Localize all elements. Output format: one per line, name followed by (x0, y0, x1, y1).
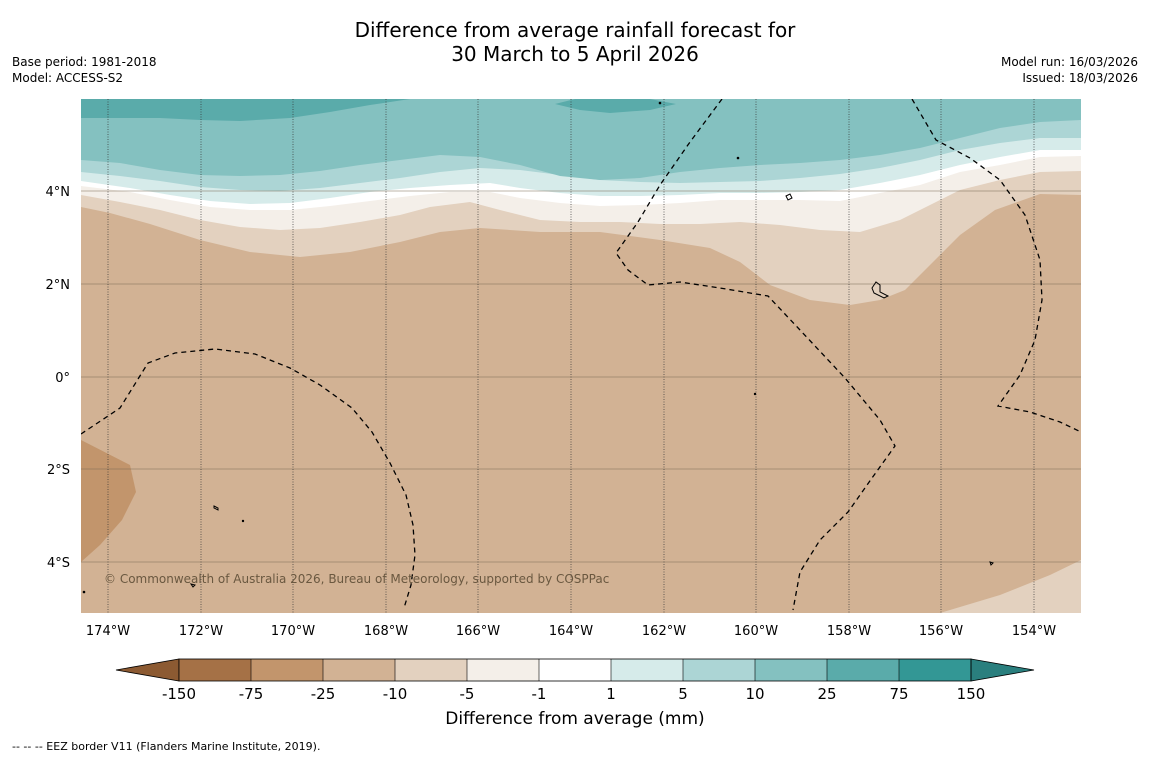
colorbar-tick-label: -75 (239, 685, 264, 703)
colorbar-tick-label: -1 (532, 685, 547, 703)
eez-footnote: -- -- -- EEZ border V11 (Flanders Marine… (12, 740, 321, 753)
island-dot-4 (241, 519, 245, 523)
lon-label-158w: 158°W (827, 624, 871, 639)
meta-right: Model run: 16/03/2026 Issued: 18/03/2026 (1001, 54, 1138, 86)
lon-label-156w: 156°W (919, 624, 963, 639)
colorbar-swatch-dry-150 (179, 659, 251, 681)
islands (82, 101, 994, 594)
colorbar-swatch-wet-75 (827, 659, 899, 681)
lat-label-2n: 2°N (46, 278, 71, 293)
colorbar-title: Difference from average (mm) (445, 709, 705, 729)
island-dot-5 (82, 590, 86, 594)
colorbar-tick-label: 75 (889, 685, 908, 703)
lat-label-4n: 4°N (46, 185, 71, 200)
lon-label-154w: 154°W (1012, 624, 1056, 639)
lon-label-170w: 170°W (271, 624, 315, 639)
lon-label-168w: 168°W (364, 624, 408, 639)
eez-border-east (911, 99, 1081, 433)
colorbar-swatch-wet-10 (683, 659, 755, 681)
colorbar-tick-label: -150 (162, 685, 196, 703)
island-tabuaeran (785, 193, 793, 201)
eez-border-west (81, 348, 416, 609)
colorbar-swatch-neutral (539, 659, 611, 681)
colorbar-extend-wet (970, 658, 1035, 682)
island-south-2 (189, 583, 196, 588)
eez-border-central (615, 99, 896, 611)
colorbar: -150 -75 -25 -10 -5 -1 1 5 10 25 75 150 (115, 658, 1035, 703)
lon-label-160w: 160°W (734, 624, 778, 639)
field-dry-10-southeast (940, 560, 1081, 613)
colorbar-tick-label: -25 (311, 685, 336, 703)
colorbar-dividers (250, 659, 900, 681)
map-fields (81, 99, 1081, 613)
base-period-text: Base period: 1981-2018 (12, 55, 157, 69)
model-text: Model: ACCESS-S2 (12, 71, 124, 85)
lat-label-0: 0° (55, 371, 70, 386)
field-dry-75-west (81, 440, 136, 562)
island-dot-1 (658, 101, 662, 105)
meta-left: Base period: 1981-2018 Model: ACCESS-S2 (12, 54, 157, 86)
lat-label-2s: 2°S (47, 463, 70, 478)
colorbar-tick-label: 1 (606, 685, 616, 703)
colorbar-swatch-dry-5 (467, 659, 539, 681)
lon-label-174w: 174°W (86, 624, 130, 639)
issued-text: Issued: 18/03/2026 (1022, 71, 1138, 85)
field-wet-75-north-center (555, 99, 676, 113)
field-wet-75-north (81, 99, 410, 121)
colorbar-swatch-wet-5 (611, 659, 683, 681)
island-dot-3 (753, 392, 757, 396)
island-south-1 (213, 505, 219, 511)
colorbar-tick-label: 25 (817, 685, 836, 703)
lon-label-172w: 172°W (179, 624, 223, 639)
colorbar-swatch-dry-75 (251, 659, 323, 681)
colorbar-tick-label: 150 (957, 685, 986, 703)
lon-label-164w: 164°W (549, 624, 593, 639)
island-kiritimati (871, 281, 890, 299)
lon-label-166w: 166°W (456, 624, 500, 639)
island-dot-2 (736, 156, 740, 160)
lat-label-4s: 4°S (47, 556, 70, 571)
gridlines-lon (107, 99, 1035, 613)
chart-title: Difference from average rainfall forecas… (0, 18, 1150, 66)
colorbar-swatch-wet-150 (899, 659, 971, 681)
field-wet-25-north (81, 99, 1081, 180)
colorbar-tick-label: 5 (678, 685, 688, 703)
colorbar-tick-label: -5 (460, 685, 475, 703)
colorbar-tick-label: 10 (745, 685, 764, 703)
lon-label-162w: 162°W (642, 624, 686, 639)
title-line-1: Difference from average rainfall forecas… (354, 18, 796, 42)
title-line-2: 30 March to 5 April 2026 (451, 42, 699, 66)
colorbar-extend-dry (115, 658, 180, 682)
rainfall-map: 4°N 2°N 0° 2°S 4°S 174°W 172°W 170°W 168… (46, 99, 1081, 639)
model-run-text: Model run: 16/03/2026 (1000, 55, 1138, 69)
colorbar-frame (178, 658, 972, 682)
island-south-3 (989, 561, 994, 566)
colorbar-swatch-wet-25 (755, 659, 827, 681)
colorbar-tick-label: -10 (383, 685, 408, 703)
eez-borders (81, 99, 1081, 611)
colorbar-swatch-dry-25 (323, 659, 395, 681)
colorbar-swatch-dry-10 (395, 659, 467, 681)
copyright-text: © Commonwealth of Australia 2026, Bureau… (104, 572, 610, 586)
